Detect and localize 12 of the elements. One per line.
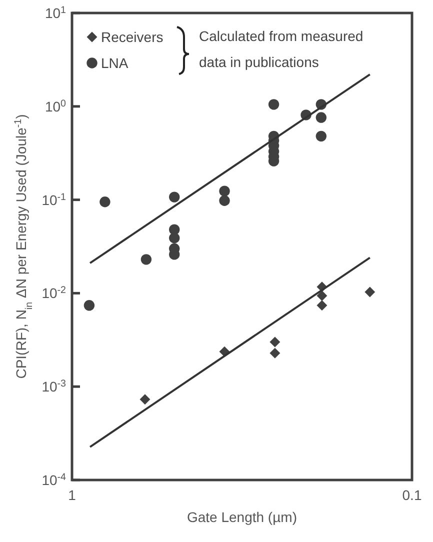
legend-label: Receivers bbox=[101, 29, 164, 45]
x-tick-label: 1 bbox=[68, 487, 76, 503]
legend-label: LNA bbox=[101, 55, 129, 71]
y-tick-label: 10$^{0}$ bbox=[44, 98, 67, 114]
y-tick-label: 10$^{-3}$ bbox=[42, 378, 67, 395]
y-tick-label: 10$^{1}$ bbox=[44, 4, 66, 21]
y-tick-label: 10$^{-2}$ bbox=[42, 284, 66, 302]
x-tick-label: 0.1 bbox=[402, 487, 422, 503]
y-tick-label: 10$^{-4}$ bbox=[42, 472, 67, 488]
y-tick-label: 10$^{-1}$ bbox=[42, 191, 66, 208]
annotation: Calculated from measured data in publications bbox=[199, 28, 364, 70]
x-axis-title: Gate Length (µm) bbox=[186, 509, 298, 525]
